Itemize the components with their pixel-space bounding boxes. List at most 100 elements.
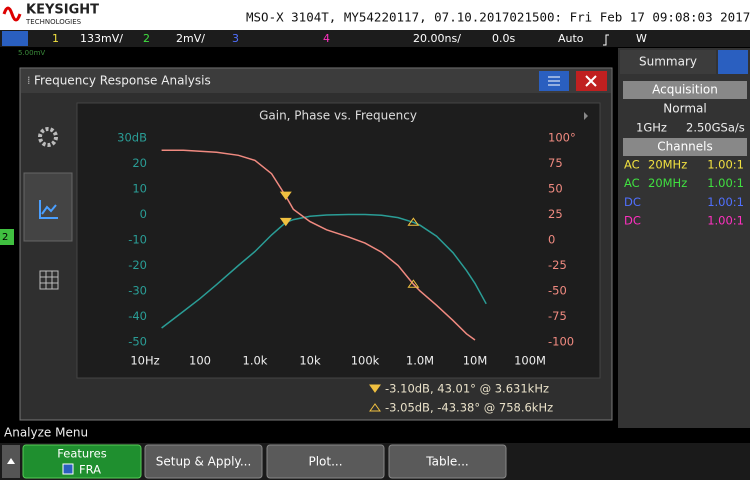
channel-coupling: DC: [624, 195, 641, 209]
phase-marker: [407, 279, 420, 288]
x-tick-label: 1.0M: [406, 354, 434, 368]
y2-tick-label: -50: [548, 284, 567, 298]
y2-tick-label: -100: [548, 335, 574, 349]
channel-coupling: DC: [624, 214, 641, 228]
softkey[interactable]: [144, 444, 263, 479]
sidebar-menu[interactable]: [718, 50, 748, 74]
ch2-scale: 2mV/: [176, 32, 205, 45]
channel-probe: 1.00:1: [707, 214, 744, 228]
ch2-marker-box: [0, 229, 14, 245]
trigger-edge: [603, 34, 609, 46]
brand: KEYSIGHT: [26, 3, 99, 18]
ch3: 3: [232, 32, 239, 45]
channel-bw: 20MHz: [648, 176, 687, 190]
x-tick-label: 10M: [463, 354, 488, 368]
readout-marker: [369, 384, 381, 393]
y2-tick-label: -75: [548, 309, 567, 323]
x-tick-label: 10k: [299, 354, 321, 368]
logo-icon: [2, 6, 22, 22]
ch-header-bg: [623, 138, 747, 156]
softkeys: Setup & Apply... Plot... Table...: [144, 444, 507, 479]
menu-glyph: [548, 76, 560, 86]
x-tick-label: 100M: [514, 354, 546, 368]
y-tick-label: -50: [128, 335, 147, 349]
trigger-mode: Auto: [558, 32, 584, 45]
y2-tick-label: 0: [548, 233, 555, 247]
dialog-title: Frequency Response Analysis: [34, 74, 211, 88]
y-tick-label: -10: [128, 233, 147, 247]
y-tick-label: 20: [132, 156, 147, 170]
y2-tick-label: -25: [548, 258, 567, 272]
status-bar: [0, 30, 750, 47]
grip: ⁞: [27, 74, 31, 87]
ch2-marker: 2: [2, 232, 8, 243]
y-tick-label: 10: [132, 182, 147, 196]
x-tick-label: 1.0k: [243, 354, 268, 368]
delay: 0.0s: [492, 32, 515, 45]
close-glyph: [585, 75, 597, 87]
y-tick-label: -30: [128, 284, 147, 298]
x-tick-label: 100k: [351, 354, 380, 368]
features-checkbox: [62, 463, 74, 475]
chart-tab-icon: [39, 200, 58, 219]
phase-marker: [279, 191, 292, 200]
channel-rows: AC 20MHz 1.00:1 AC 20MHz 1.00:1 DC 1.00:1 DC 1.00…: [624, 158, 744, 228]
y-tick-label: -20: [128, 258, 147, 272]
channel-coupling: AC: [624, 176, 640, 190]
features-button[interactable]: [22, 444, 142, 479]
softkey[interactable]: [388, 444, 507, 479]
bandwidth: 1GHz: [636, 121, 667, 135]
ch2: 2: [143, 32, 150, 45]
acq-header-bg: [623, 81, 747, 99]
trigger-type: W: [636, 32, 647, 45]
dialog-titlebar: [21, 69, 611, 93]
marker-readout: -3.05dB, -43.38° @ 758.6kHz: [385, 401, 553, 415]
summary-tab[interactable]: [620, 50, 716, 74]
softkey[interactable]: [266, 444, 385, 479]
ch1: 1: [52, 32, 59, 45]
features-label: Features: [57, 447, 106, 461]
y-tick-label: 0: [140, 207, 147, 221]
softkey-label: Plot...: [308, 455, 342, 469]
x-tick-label: 10Hz: [130, 354, 159, 368]
softkey-label: Table...: [425, 455, 468, 469]
y2-tick-label: 100°: [548, 131, 576, 145]
plot: -50-40-30-20-100102030dB-100-75-50-25025…: [117, 131, 576, 415]
gain-marker: [407, 217, 420, 226]
channel-probe: 1.00:1: [707, 195, 744, 209]
chart-tab-active[interactable]: [23, 172, 73, 242]
channel-probe: 1.00:1: [707, 158, 744, 172]
summary-label: Summary: [639, 55, 697, 69]
ch-header: Channels: [657, 140, 713, 154]
series-line: [161, 149, 476, 341]
features-value: FRA: [79, 463, 101, 477]
header-bar: [0, 0, 750, 30]
chart-panel: [76, 102, 601, 379]
x-tick-label: 100: [189, 354, 211, 368]
acq-mode: Normal: [663, 102, 706, 116]
sidebar: [618, 48, 750, 428]
softkey-label: Setup & Apply...: [156, 455, 252, 469]
panel-arrow: [584, 112, 588, 120]
scope-title: MSO-X 3104T, MY54220117, 07.10.201702150…: [246, 10, 750, 25]
ch1-scale: 133mV/: [80, 32, 123, 45]
gain-marker: [279, 217, 292, 227]
marker-readout: -3.10dB, 43.01° @ 3.631kHz: [385, 382, 549, 396]
acq-header: Acquisition: [652, 83, 718, 97]
back-glyph: [7, 458, 15, 464]
table-tab[interactable]: [39, 270, 59, 290]
y-tick-label: -40: [128, 309, 147, 323]
brand-sub: TECHNOLOGIES: [25, 18, 82, 26]
settings-tab[interactable]: [38, 127, 58, 147]
menu-icon[interactable]: [2, 31, 28, 46]
y2-tick-label: 50: [548, 182, 563, 196]
channel-coupling: AC: [624, 158, 640, 172]
y2-tick-label: 75: [548, 156, 563, 170]
readout-marker: [369, 403, 381, 412]
scale-note: 5.00mV: [18, 49, 45, 57]
timebase: 20.00ns/: [413, 32, 461, 45]
ch4: 4: [323, 32, 330, 45]
status-items: 1 133mV/ 2 2mV/ 3 4 20.00ns/ 0.0s Auto W: [52, 32, 647, 46]
menu-title: Analyze Menu: [4, 426, 88, 440]
